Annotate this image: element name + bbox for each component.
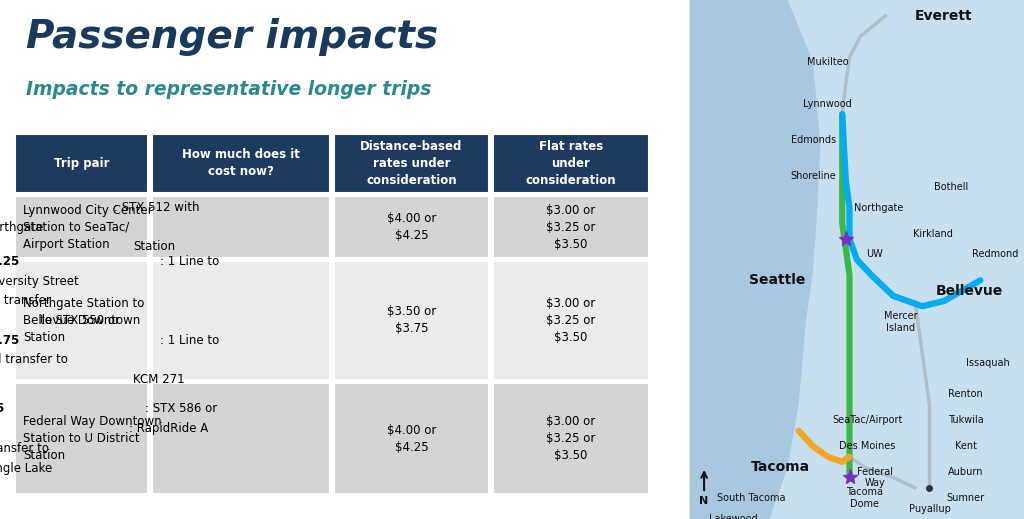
Text: South Tacoma: South Tacoma xyxy=(717,493,785,503)
Text: Trip pair: Trip pair xyxy=(54,157,110,170)
Text: Kirkland: Kirkland xyxy=(913,228,953,239)
Text: Lynnwood City Center
Station to SeaTac/
Airport Station: Lynnwood City Center Station to SeaTac/ … xyxy=(24,203,153,251)
Text: : STX 512 with: : STX 512 with xyxy=(114,201,200,214)
Text: Shoreline: Shoreline xyxy=(791,171,836,182)
Text: Flat rates
under
consideration: Flat rates under consideration xyxy=(525,140,616,187)
Text: Redmond: Redmond xyxy=(972,249,1018,260)
Text: $3.50 or
$3.75: $3.50 or $3.75 xyxy=(387,306,436,335)
Text: Renton: Renton xyxy=(948,389,983,400)
FancyBboxPatch shape xyxy=(334,134,489,193)
FancyBboxPatch shape xyxy=(15,196,148,258)
Text: Tacoma: Tacoma xyxy=(751,460,810,474)
Text: to STX 550 or: to STX 550 or xyxy=(40,314,121,327)
Text: $3.25: $3.25 xyxy=(0,402,4,416)
Text: Northgate: Northgate xyxy=(854,202,903,213)
Text: Mukilteo: Mukilteo xyxy=(807,57,849,67)
Text: : STX 586 or: : STX 586 or xyxy=(144,402,217,416)
FancyBboxPatch shape xyxy=(153,383,330,494)
Text: UWS and transfer to: UWS and transfer to xyxy=(0,353,68,366)
Text: : RapidRide A: : RapidRide A xyxy=(129,422,209,435)
Text: Tukwila: Tukwila xyxy=(948,415,984,426)
FancyBboxPatch shape xyxy=(494,196,648,258)
Text: Station: Station xyxy=(133,240,175,253)
Text: Passenger impacts: Passenger impacts xyxy=(27,18,438,56)
Text: Lynnwood: Lynnwood xyxy=(803,99,852,109)
Text: UW: UW xyxy=(866,249,884,260)
FancyBboxPatch shape xyxy=(494,261,648,380)
FancyBboxPatch shape xyxy=(153,261,330,380)
Text: Station and transfer: Station and transfer xyxy=(0,294,51,307)
Text: $3.00 or
$3.25 or
$3.50: $3.00 or $3.25 or $3.50 xyxy=(546,297,596,344)
Text: Line and transfer to: Line and transfer to xyxy=(0,442,49,455)
Text: Federal
Way: Federal Way xyxy=(857,467,893,488)
Text: $3.25: $3.25 xyxy=(0,255,19,268)
Text: SeaTac/Airport: SeaTac/Airport xyxy=(833,415,903,426)
Text: $4.00 or
$4.25: $4.00 or $4.25 xyxy=(387,212,436,242)
Text: : 1 Line to: : 1 Line to xyxy=(160,334,219,347)
Text: 1 Line at Angle Lake: 1 Line at Angle Lake xyxy=(0,461,52,475)
Text: Kent: Kent xyxy=(954,441,977,452)
Text: Lakewood: Lakewood xyxy=(709,514,758,519)
Polygon shape xyxy=(689,0,820,519)
Text: Puyallup: Puyallup xyxy=(908,503,950,514)
FancyBboxPatch shape xyxy=(15,134,148,193)
Text: Everett: Everett xyxy=(915,9,973,22)
Text: Seattle: Seattle xyxy=(749,274,805,287)
FancyBboxPatch shape xyxy=(334,196,489,258)
Text: $2.75: $2.75 xyxy=(0,334,19,347)
Text: Edmonds: Edmonds xyxy=(791,135,836,145)
Text: Auburn: Auburn xyxy=(948,467,984,477)
FancyBboxPatch shape xyxy=(15,261,148,380)
Text: Impacts to representative longer trips: Impacts to representative longer trips xyxy=(27,80,432,100)
Text: Tacoma
Dome: Tacoma Dome xyxy=(846,487,883,509)
Text: Distance-based
rates under
consideration: Distance-based rates under consideration xyxy=(360,140,463,187)
Text: Mercer
Island: Mercer Island xyxy=(884,311,918,333)
Text: Northgate Station to
Bellevue Downtown
Station: Northgate Station to Bellevue Downtown S… xyxy=(24,297,144,344)
FancyBboxPatch shape xyxy=(15,383,148,494)
Text: Bothell: Bothell xyxy=(934,182,969,192)
Text: $3.00 or
$3.25 or
$3.50: $3.00 or $3.25 or $3.50 xyxy=(546,415,596,462)
Text: Federal Way Downtown
Station to U District
Station: Federal Way Downtown Station to U Distri… xyxy=(24,415,162,462)
Text: $3.00 or
$3.25 or
$3.50: $3.00 or $3.25 or $3.50 xyxy=(546,203,596,251)
FancyBboxPatch shape xyxy=(334,261,489,380)
Text: Issaquah: Issaquah xyxy=(966,358,1010,368)
Text: Sumner: Sumner xyxy=(947,493,985,503)
FancyBboxPatch shape xyxy=(153,134,330,193)
Text: $4.00 or
$4.25: $4.00 or $4.25 xyxy=(387,424,436,454)
FancyBboxPatch shape xyxy=(153,196,330,258)
Text: : 1 Line to: : 1 Line to xyxy=(160,255,219,268)
Text: N: N xyxy=(699,496,709,506)
Text: KCM 271: KCM 271 xyxy=(133,373,184,386)
Text: Bellevue: Bellevue xyxy=(936,284,1004,297)
Text: transfer to Northgate: transfer to Northgate xyxy=(0,221,43,234)
Text: Des Moines: Des Moines xyxy=(840,441,896,452)
FancyBboxPatch shape xyxy=(494,134,648,193)
Text: University Street: University Street xyxy=(0,275,79,288)
FancyBboxPatch shape xyxy=(334,383,489,494)
FancyBboxPatch shape xyxy=(494,383,648,494)
Text: How much does it
cost now?: How much does it cost now? xyxy=(182,148,300,179)
